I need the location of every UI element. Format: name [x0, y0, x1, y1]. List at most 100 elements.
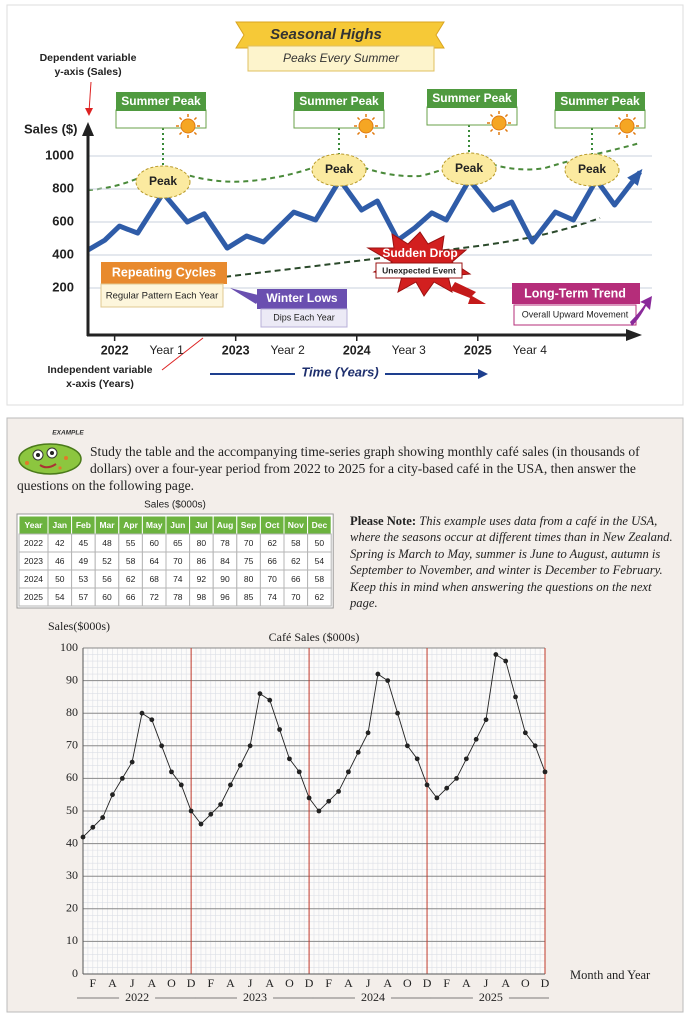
month-label: O	[403, 976, 412, 990]
month-label: A	[226, 976, 235, 990]
sales-chart: 0 10 20 30 40 50 60 70 80 90 100 Café Sales ($000s)…	[48, 619, 651, 1004]
cell-text: 52	[102, 556, 112, 566]
intro-text: Study the table and the accompanying tim…	[17, 443, 672, 494]
header-text: Oct	[265, 520, 279, 530]
intro: Study the table and the accompanying tim…	[17, 444, 640, 493]
period-label: Year 3	[392, 343, 427, 357]
icon-space	[17, 443, 90, 477]
year-label: 2022	[125, 990, 149, 1004]
data-point	[267, 697, 273, 703]
data-point	[513, 694, 518, 700]
cell-text: 56	[102, 574, 112, 584]
data-point	[346, 769, 351, 775]
cell-text: 42	[55, 538, 65, 548]
cell-text: 68	[149, 574, 159, 584]
data-point	[404, 743, 410, 749]
data-point	[434, 795, 440, 801]
y-tick-label: 60	[66, 770, 78, 784]
data-point	[237, 762, 243, 768]
drop-arrow	[450, 282, 486, 304]
peak-label: Peak	[455, 161, 483, 175]
cell-text: 65	[173, 538, 183, 548]
x-note: x-axis (Years)	[66, 378, 134, 390]
period-label: Year 4	[513, 343, 548, 357]
callout-text: Regular Pattern Each Year	[106, 291, 219, 302]
callout-title: Long-Term Trend	[524, 286, 626, 300]
peak-bubble	[135, 165, 191, 199]
cell-text: 66	[291, 574, 301, 584]
x-tick-label: 2024	[343, 343, 371, 357]
sun-ray	[632, 116, 637, 121]
sun-ray	[193, 131, 198, 136]
data-point	[503, 658, 509, 664]
cell-text: 2023	[24, 556, 43, 566]
header-text: Aug	[217, 520, 234, 530]
data-point	[247, 743, 253, 749]
cell-text: 80	[244, 574, 254, 584]
month-label: O	[521, 976, 530, 990]
data-point	[355, 749, 361, 755]
callout-body	[375, 262, 463, 279]
peak-header	[555, 92, 645, 111]
year-label: 2024	[361, 990, 385, 1004]
sun-ray	[356, 116, 361, 121]
data-point	[257, 691, 263, 697]
cell-text: 86	[197, 556, 207, 566]
note-arrow	[161, 337, 204, 371]
sun	[180, 118, 196, 134]
peak-bubble	[441, 152, 497, 186]
cell-text: 55	[126, 538, 136, 548]
y-tick-label: 30	[66, 868, 78, 882]
cell-text: 2025	[24, 592, 43, 602]
line-arrow-head	[627, 168, 643, 186]
x-tick-label: 2023	[222, 343, 250, 357]
peak-header	[427, 89, 517, 108]
period-label: Year 2	[271, 343, 306, 357]
month-label: A	[383, 976, 392, 990]
data-point	[110, 792, 115, 798]
y-tick-label: 50	[66, 803, 78, 817]
data-point	[198, 821, 204, 827]
data-point	[336, 789, 341, 794]
note-arrow-head	[85, 108, 93, 116]
cell-text: 62	[126, 574, 136, 584]
month-label: A	[108, 976, 117, 990]
peak-label: Peak	[325, 162, 353, 176]
data-point	[287, 756, 292, 762]
month-label: J	[248, 976, 253, 990]
peak-box-label: Summer Peak	[121, 94, 201, 108]
time-arrow-head	[478, 369, 488, 379]
cell-text: 60	[149, 538, 159, 548]
cell-text: 54	[315, 556, 325, 566]
x-note: Independent variable	[47, 364, 152, 376]
y-tick-label: 600	[52, 213, 74, 228]
data-point	[188, 808, 194, 814]
y-label: Sales($000s)	[48, 619, 110, 633]
data-point	[365, 730, 371, 736]
cell-text: 58	[126, 556, 136, 566]
month-label: D	[305, 976, 314, 990]
callout-body	[100, 283, 224, 308]
cell-text: 58	[291, 538, 301, 548]
data-point	[454, 776, 459, 781]
peak-bubble	[564, 153, 620, 187]
cell-text: 78	[220, 538, 230, 548]
sun-ray	[489, 113, 494, 118]
month-label: A	[501, 976, 510, 990]
y-tick-label: 20	[66, 901, 78, 915]
data-point	[414, 756, 420, 762]
data-point	[542, 769, 548, 775]
cell-text: 70	[244, 538, 254, 548]
cell-text: 57	[79, 592, 89, 602]
cell-text: 2022	[24, 538, 43, 548]
cell-text: 80	[197, 538, 207, 548]
month-label: D	[423, 976, 432, 990]
trend-arrow	[630, 296, 652, 326]
cell-text: 84	[220, 556, 230, 566]
sun-ray	[178, 131, 183, 136]
sun-ray	[371, 131, 376, 136]
year-label: 2023	[243, 990, 267, 1004]
y-tick-label: 40	[66, 835, 78, 849]
